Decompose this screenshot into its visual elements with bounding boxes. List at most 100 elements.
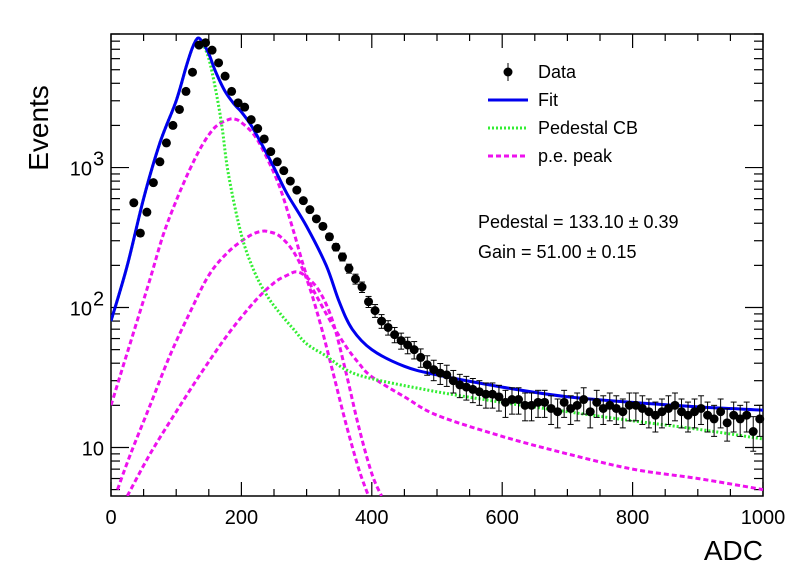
data-point (266, 147, 276, 157)
data-point (188, 67, 197, 77)
x-tick-label: 1000 (741, 507, 786, 529)
data-point (559, 397, 569, 407)
legend-label: p.e. peak (538, 146, 613, 166)
data-point (553, 407, 563, 417)
data-point (696, 403, 706, 413)
data-point (311, 214, 321, 224)
data-point (514, 395, 523, 405)
series-p-e-peak-3 (125, 270, 383, 496)
data-point (540, 397, 550, 407)
data-point (364, 297, 374, 307)
data-point (337, 252, 347, 262)
data-point (246, 115, 256, 125)
data-point (670, 400, 680, 410)
data-point (253, 124, 263, 134)
data-point (729, 410, 739, 420)
data-point (129, 198, 139, 208)
legend-label: Pedestal CB (538, 118, 638, 138)
x-tick-label: 600 (486, 507, 519, 529)
data-point (742, 410, 752, 420)
data-point (481, 389, 491, 399)
data-point (579, 395, 589, 405)
data-point (748, 427, 758, 437)
data-point (240, 102, 250, 112)
data-point (227, 86, 237, 96)
data-point (201, 38, 211, 48)
data-point (142, 207, 152, 217)
y-axis-title: Events (23, 85, 54, 171)
data-point (370, 306, 380, 316)
fit-result-text: Pedestal = 133.10 ± 0.39 (478, 212, 679, 232)
data-point (709, 414, 719, 424)
data-point (279, 166, 289, 176)
lines-layer (111, 36, 763, 496)
data-point (494, 392, 504, 402)
data-point (722, 418, 732, 428)
data-point (533, 397, 543, 407)
y-tick-exponent: 2 (93, 289, 104, 311)
data-point (351, 274, 360, 284)
data-point (148, 178, 158, 188)
data-point (390, 330, 400, 340)
x-tick-label: 400 (355, 507, 388, 529)
y-tick-label: 10 (70, 299, 92, 321)
data-point (181, 86, 191, 96)
series-p-e-peak-1 (111, 117, 763, 492)
data-point (357, 282, 367, 292)
data-point (403, 340, 413, 350)
data-point (272, 157, 282, 167)
plot-frame (110, 33, 764, 497)
x-axis-title: ADC (704, 535, 763, 566)
data-point (305, 205, 315, 215)
series-p-e-peak-2 (116, 229, 370, 496)
data-point (716, 407, 726, 417)
x-tick-label: 0 (105, 507, 116, 529)
data-point (155, 157, 165, 167)
data-point (331, 242, 341, 252)
y-tick-label: 10 (70, 159, 92, 181)
data-point (520, 400, 530, 410)
data-point (324, 232, 334, 242)
data-point (174, 104, 184, 114)
y-tick-label: 10 (82, 438, 104, 460)
legend-marker (503, 67, 513, 77)
series-fit (111, 36, 763, 412)
data-point (344, 263, 354, 273)
data-point (292, 185, 302, 195)
points-layer (129, 38, 765, 452)
data-point (233, 98, 243, 108)
legend: Data Fit Pedestal CB p.e. peak (488, 62, 638, 166)
x-tick-label: 800 (616, 507, 649, 529)
data-point (618, 407, 628, 417)
fit-results: Pedestal = 133.10 ± 0.39 Gain = 51.00 ± 0… (478, 212, 679, 262)
fit-result-text: Gain = 51.00 ± 0.15 (478, 242, 637, 262)
x-tick-label: 200 (225, 507, 258, 529)
data-point (624, 400, 634, 410)
data-point (735, 414, 745, 424)
data-point (298, 196, 308, 206)
legend-label: Data (538, 62, 577, 82)
data-point (396, 336, 406, 346)
data-point (703, 410, 713, 420)
data-point (318, 221, 328, 231)
data-point (416, 352, 426, 362)
data-point (448, 376, 458, 386)
data-point (377, 316, 387, 326)
data-point (592, 397, 602, 407)
series-pedestal-cb (111, 36, 763, 441)
data-point (161, 138, 171, 148)
y-tick-exponent: 3 (93, 149, 104, 171)
data-point (135, 228, 145, 238)
data-point (214, 58, 224, 68)
data-point (422, 360, 432, 370)
data-point (755, 414, 765, 424)
data-point (442, 370, 452, 380)
data-point (259, 134, 269, 144)
data-point (409, 345, 419, 355)
data-point (207, 45, 217, 55)
data-point (220, 71, 230, 81)
data-point (168, 120, 178, 130)
data-point (383, 322, 393, 332)
